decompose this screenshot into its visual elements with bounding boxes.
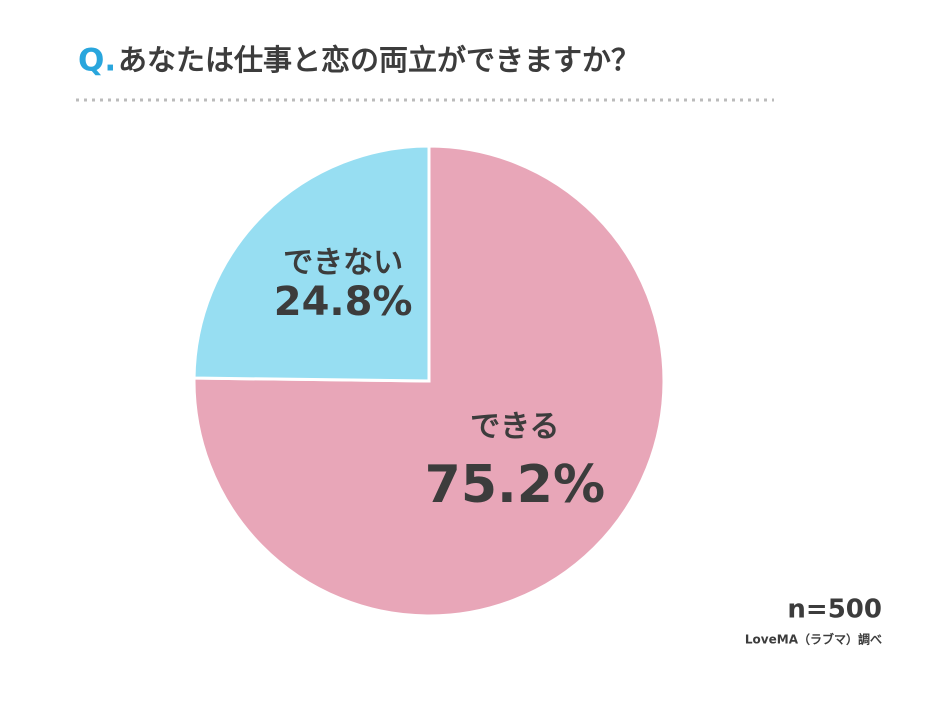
slice-value-label: 75.2% [425,455,605,515]
slice-category: できる [470,409,559,444]
source-note: LoveMA（ラブマ）調べ [745,632,882,647]
question-prefix: Q. [78,43,116,79]
sample-size: n=500 [787,595,882,625]
chart-title: あなたは仕事と恋の両立ができますか？ [118,43,640,77]
pie-slice [192,144,431,383]
slice-value-label: 24.8% [274,279,413,325]
slice-category: できない [283,246,403,281]
